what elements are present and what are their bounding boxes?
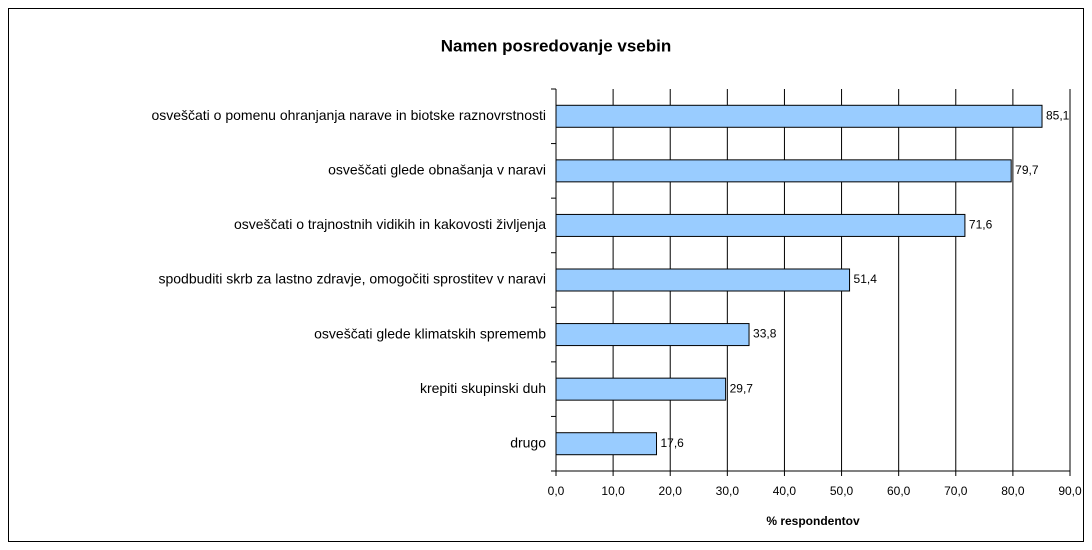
- bar: [555, 377, 727, 401]
- x-tick-label: 10,0: [601, 484, 625, 498]
- chart-border: [8, 8, 1084, 542]
- value-label: 79,7: [1015, 163, 1039, 177]
- x-tick-label: 60,0: [887, 484, 911, 498]
- x-tick-label: 0,0: [548, 484, 565, 498]
- bar: [555, 159, 1012, 183]
- x-tick-label: 80,0: [1001, 484, 1025, 498]
- bar: [555, 323, 750, 347]
- x-tick-label: 20,0: [659, 484, 683, 498]
- y-tick-label: osveščati glede obnašanja v naravi: [328, 162, 546, 178]
- x-tick-label: 90,0: [1058, 484, 1082, 498]
- value-label: 17,6: [661, 436, 685, 450]
- value-label: 51,4: [854, 272, 878, 286]
- y-tick-label: osveščati o pomenu ohranjanja narave in …: [151, 107, 546, 123]
- value-label: 29,7: [730, 381, 754, 395]
- x-tick-label: 30,0: [716, 484, 740, 498]
- bar: [555, 432, 658, 456]
- value-label: 85,1: [1046, 108, 1070, 122]
- value-label: 33,8: [753, 327, 777, 341]
- x-tick-label: 40,0: [773, 484, 797, 498]
- x-tick-label: 50,0: [830, 484, 854, 498]
- bar: [555, 104, 1043, 128]
- x-axis-label: % respondentov: [766, 514, 860, 528]
- value-label: 71,6: [969, 218, 993, 232]
- bar: [555, 213, 966, 237]
- bar: [555, 268, 851, 292]
- x-tick-label: 70,0: [944, 484, 968, 498]
- chart-title: Namen posredovanje vsebin: [441, 36, 672, 55]
- y-tick-label: drugo: [510, 434, 546, 450]
- y-tick-label: osveščati o trajnostnih vidikih in kakov…: [234, 216, 546, 232]
- y-tick-label: spodbuditi skrb za lastno zdravje, omogo…: [158, 271, 546, 287]
- y-tick-label: osveščati glede klimatskih sprememb: [314, 325, 546, 341]
- y-tick-label: krepiti skupinski duh: [420, 380, 546, 396]
